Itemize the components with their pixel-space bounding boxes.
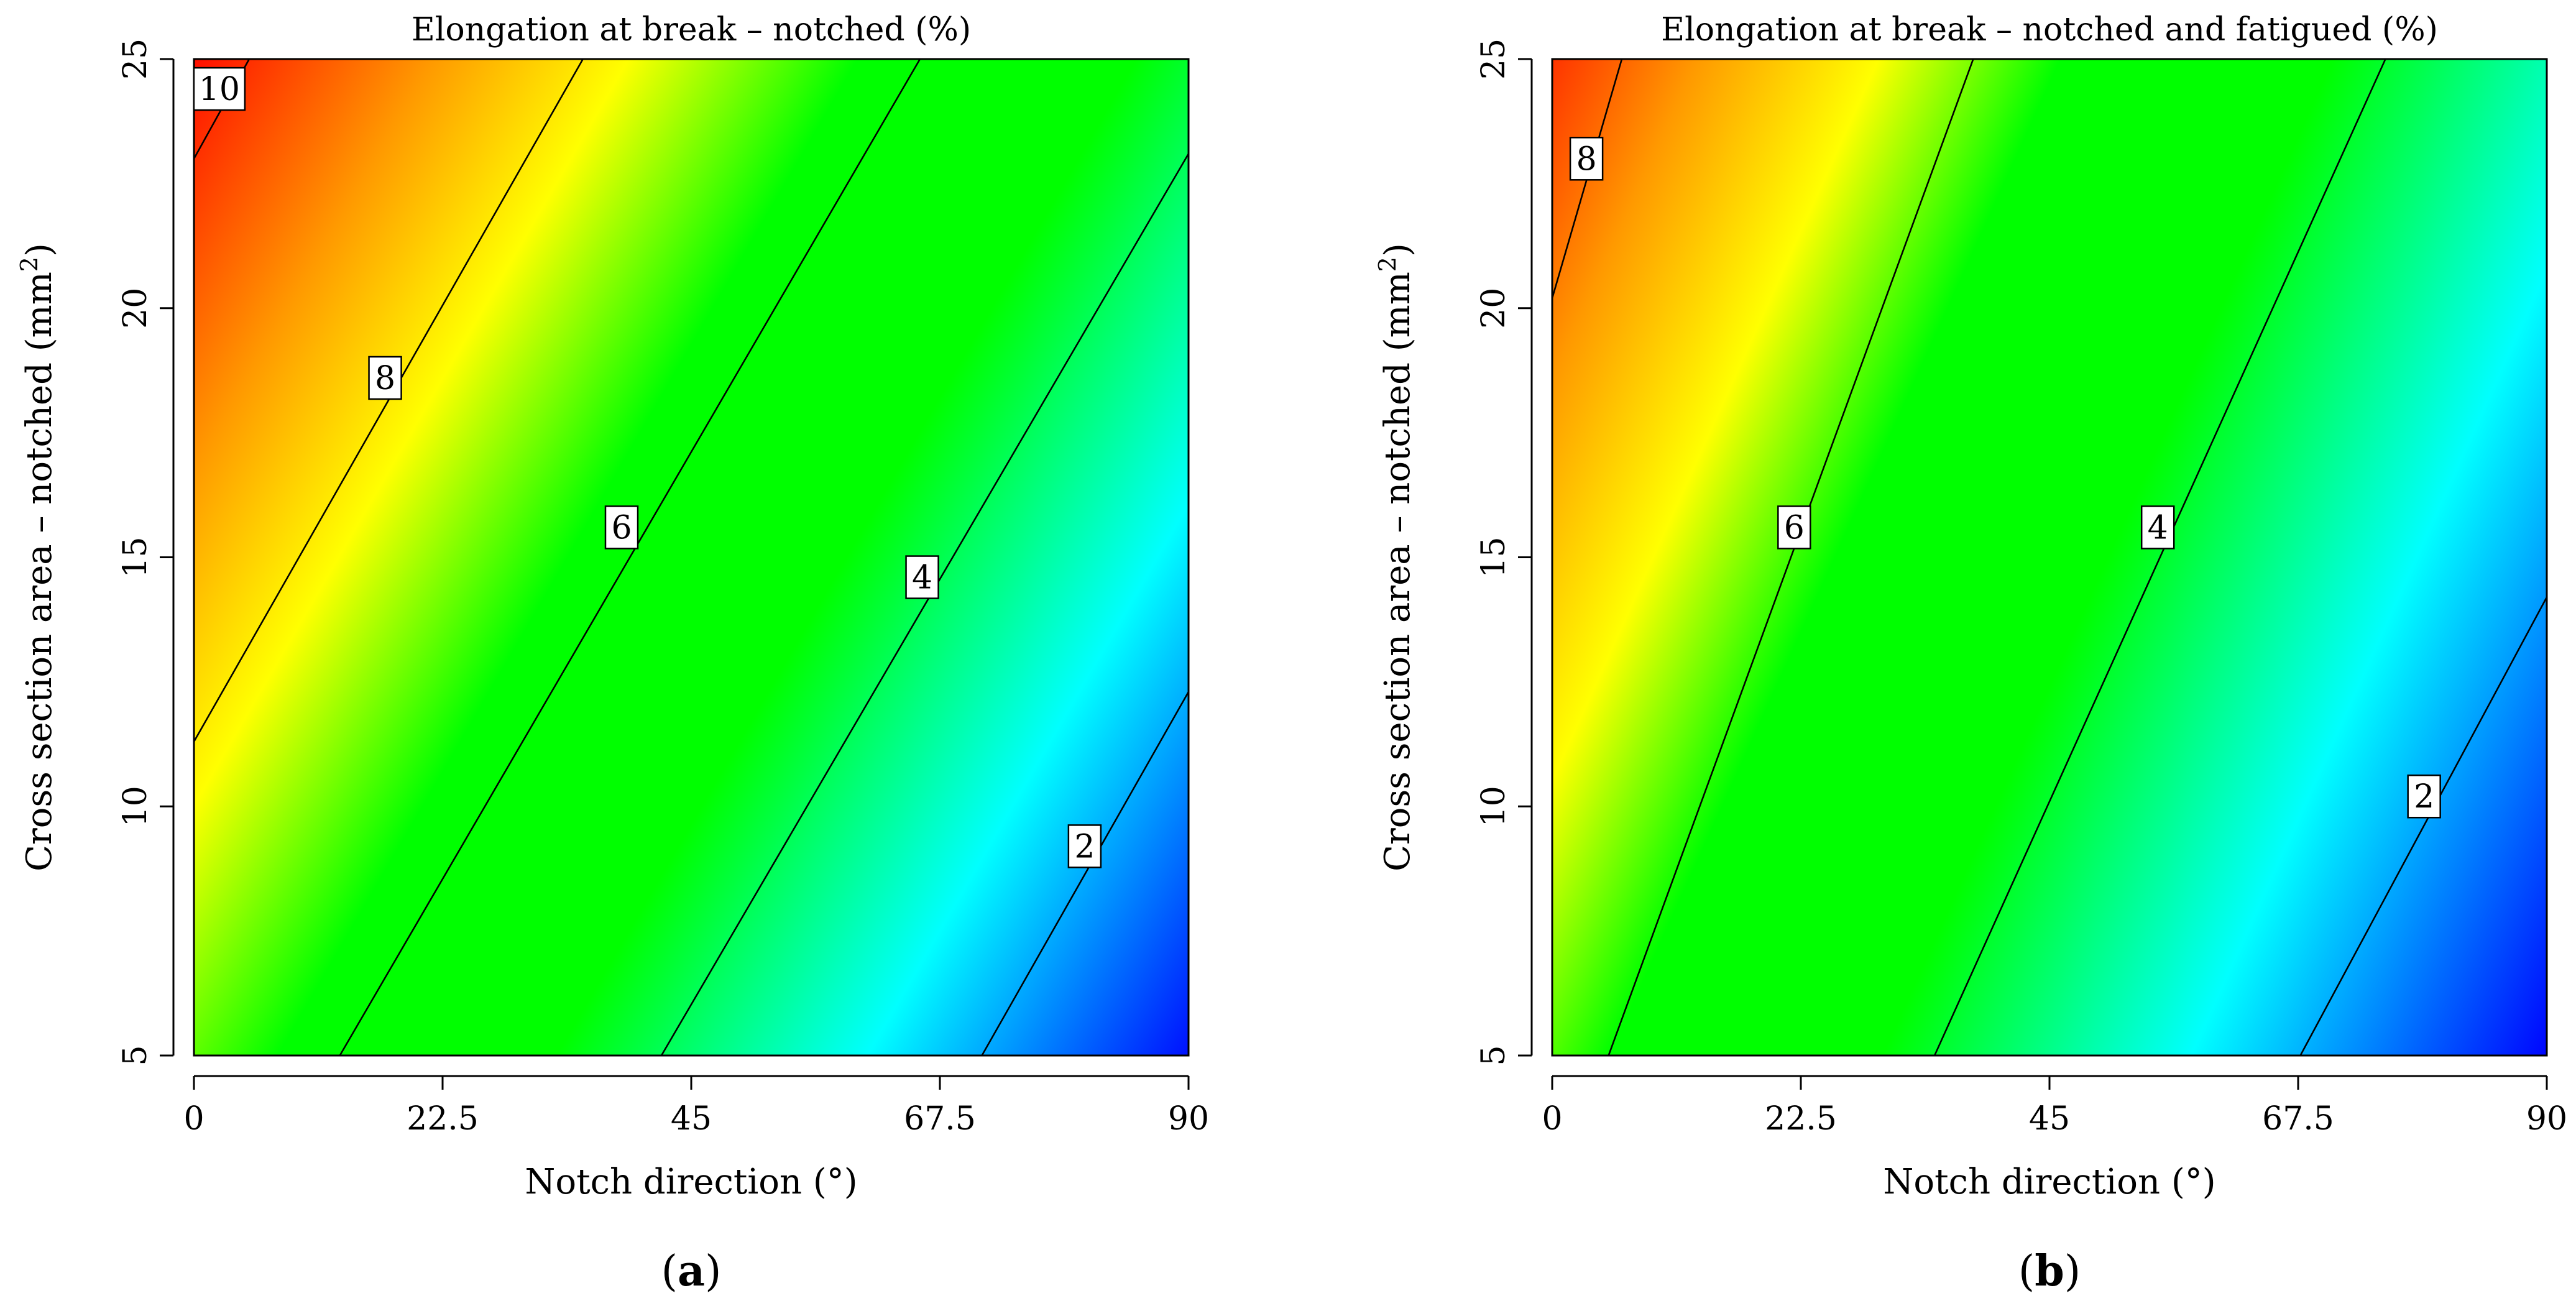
contour-label: 2 [2414, 778, 2434, 816]
x-tick-label: 45 [671, 1100, 712, 1138]
y-axis-label-a-text: Cross section area – notched (mm [19, 272, 60, 872]
y-tick-label: 10 [117, 786, 154, 827]
y-axis-a: 5 10 15 20 25 [117, 39, 175, 1066]
panel-label-a-close: ) [705, 1247, 722, 1296]
y-axis-label-a: Cross section area – notched (mm2) [16, 243, 60, 872]
panel-label-a-open: ( [661, 1247, 678, 1296]
panel-label-a-letter: a [678, 1246, 705, 1296]
panel-label-b: (b) [2018, 1246, 2081, 1296]
y-tick-label: 25 [117, 39, 154, 80]
panel-label-b-letter: b [2035, 1246, 2064, 1296]
panel-label-a: (a) [661, 1246, 721, 1296]
contour-line-6 [1608, 59, 1974, 1056]
y-tick-label: 15 [1475, 536, 1512, 577]
contour-label: 10 [199, 71, 240, 108]
contour-label-box [2407, 774, 2441, 819]
contour-fill-a [194, 59, 1189, 1056]
contour-labels-a: 10 8 6 4 2 [193, 67, 1102, 868]
x-tick-label: 45 [2029, 1100, 2070, 1138]
chart-panel-a: 0 22.5 45 67.5 90 5 10 15 20 25 Elongation at br… [16, 11, 1209, 1296]
y-tick-label: 5 [117, 1045, 154, 1065]
contour-label: 6 [611, 509, 632, 546]
chart-panel-b: 0 22.5 45 67.5 90 5 10 15 20 25 Elongation at br… [1374, 11, 2567, 1296]
contour-label-box [1569, 137, 1604, 181]
contour-label-box [2140, 505, 2175, 550]
chart-title-a: Elongation at break – notched (%) [412, 11, 971, 48]
y-axis-label-b: Cross section area – notched (mm2) [1374, 243, 1418, 872]
y-tick-label: 15 [117, 536, 154, 577]
contour-labels-b: 8 6 4 2 [1569, 137, 2441, 819]
contour-line-6 [339, 59, 921, 1056]
contour-label-box [604, 505, 639, 550]
x-tick-label: 22.5 [407, 1100, 479, 1138]
plot-frame-b [1551, 58, 2548, 1057]
contour-label: 2 [1074, 828, 1095, 865]
y-tick-label: 20 [117, 288, 154, 329]
contour-lines-a [194, 59, 1189, 1056]
contour-label: 4 [2148, 509, 2168, 546]
y-tick-label: 20 [1475, 288, 1512, 329]
y-axis-label-a-suffix: ) [19, 243, 60, 257]
contour-label: 6 [1784, 509, 1805, 546]
x-tick-label: 0 [1542, 1100, 1562, 1138]
contour-label: 8 [375, 360, 395, 397]
panel-label-b-close: ) [2064, 1247, 2081, 1296]
x-tick-label: 90 [2526, 1100, 2567, 1138]
x-tick-label: 22.5 [1765, 1100, 1837, 1138]
x-axis-b: 0 22.5 45 67.5 90 [1542, 1075, 2567, 1138]
x-tick-label: 67.5 [904, 1100, 976, 1138]
y-tick-label: 10 [1475, 786, 1512, 827]
contour-line-4 [1933, 59, 2386, 1056]
contour-fill-b [1552, 59, 2547, 1056]
contour-label-box [1777, 505, 1811, 550]
y-tick-label: 5 [1475, 1045, 1512, 1065]
x-tick-label: 67.5 [2262, 1100, 2334, 1138]
y-axis-label-b-suffix: ) [1378, 243, 1418, 257]
contour-line-4 [660, 153, 1189, 1056]
contour-line-8 [194, 59, 584, 742]
x-axis-label-a: Notch direction (°) [525, 1162, 857, 1202]
contour-label-box [905, 555, 939, 599]
contour-line-2 [2299, 597, 2547, 1056]
contour-label-box [1067, 824, 1102, 868]
plot-frame-a [193, 58, 1190, 1057]
x-axis-label-b: Notch direction (°) [1883, 1162, 2215, 1202]
chart-title-b: Elongation at break – notched and fatigu… [1661, 11, 2438, 48]
y-axis-label-b-superscript: 2 [1374, 257, 1401, 272]
y-axis-label-b-text: Cross section area – notched (mm [1378, 272, 1418, 872]
contour-label: 8 [1576, 140, 1597, 178]
y-tick-label: 25 [1475, 39, 1512, 80]
contour-label: 4 [912, 559, 932, 597]
contour-label-box [368, 356, 402, 400]
y-axis-label-a-superscript: 2 [16, 257, 43, 272]
y-axis-b: 5 10 15 20 25 [1475, 39, 1533, 1066]
x-axis-a: 0 22.5 45 67.5 90 [183, 1075, 1209, 1138]
x-tick-label: 90 [1168, 1100, 1209, 1138]
contour-label-box [193, 67, 246, 111]
x-tick-label: 0 [183, 1100, 204, 1138]
panel-label-b-open: ( [2018, 1247, 2035, 1296]
contour-line-2 [981, 691, 1189, 1056]
